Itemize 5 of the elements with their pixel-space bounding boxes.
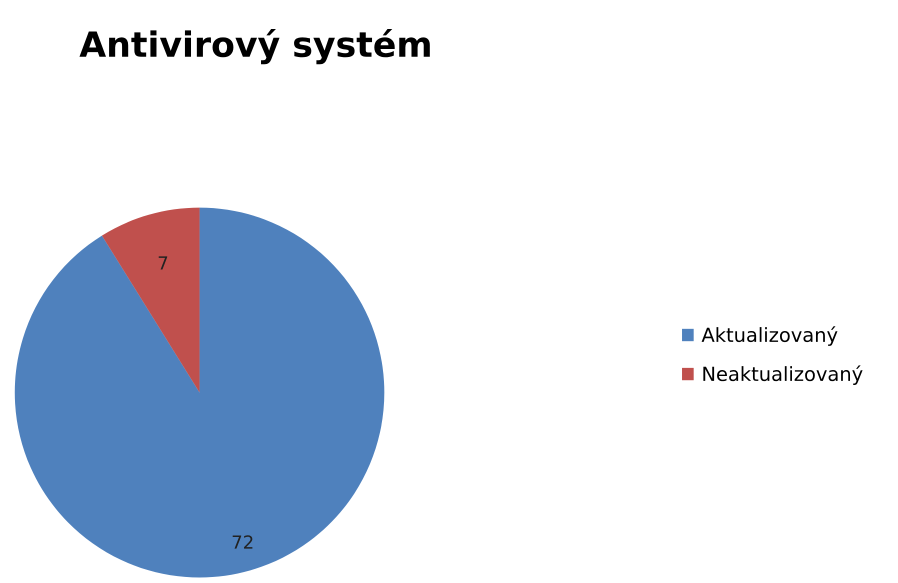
legend-label: Neaktualizovaný [703,365,863,385]
data-label: 7 [158,256,168,270]
data-label: 72 [232,535,252,549]
legend-label: Aktualizovaný [702,326,838,346]
chart-title: Antivirový systém [79,29,430,64]
